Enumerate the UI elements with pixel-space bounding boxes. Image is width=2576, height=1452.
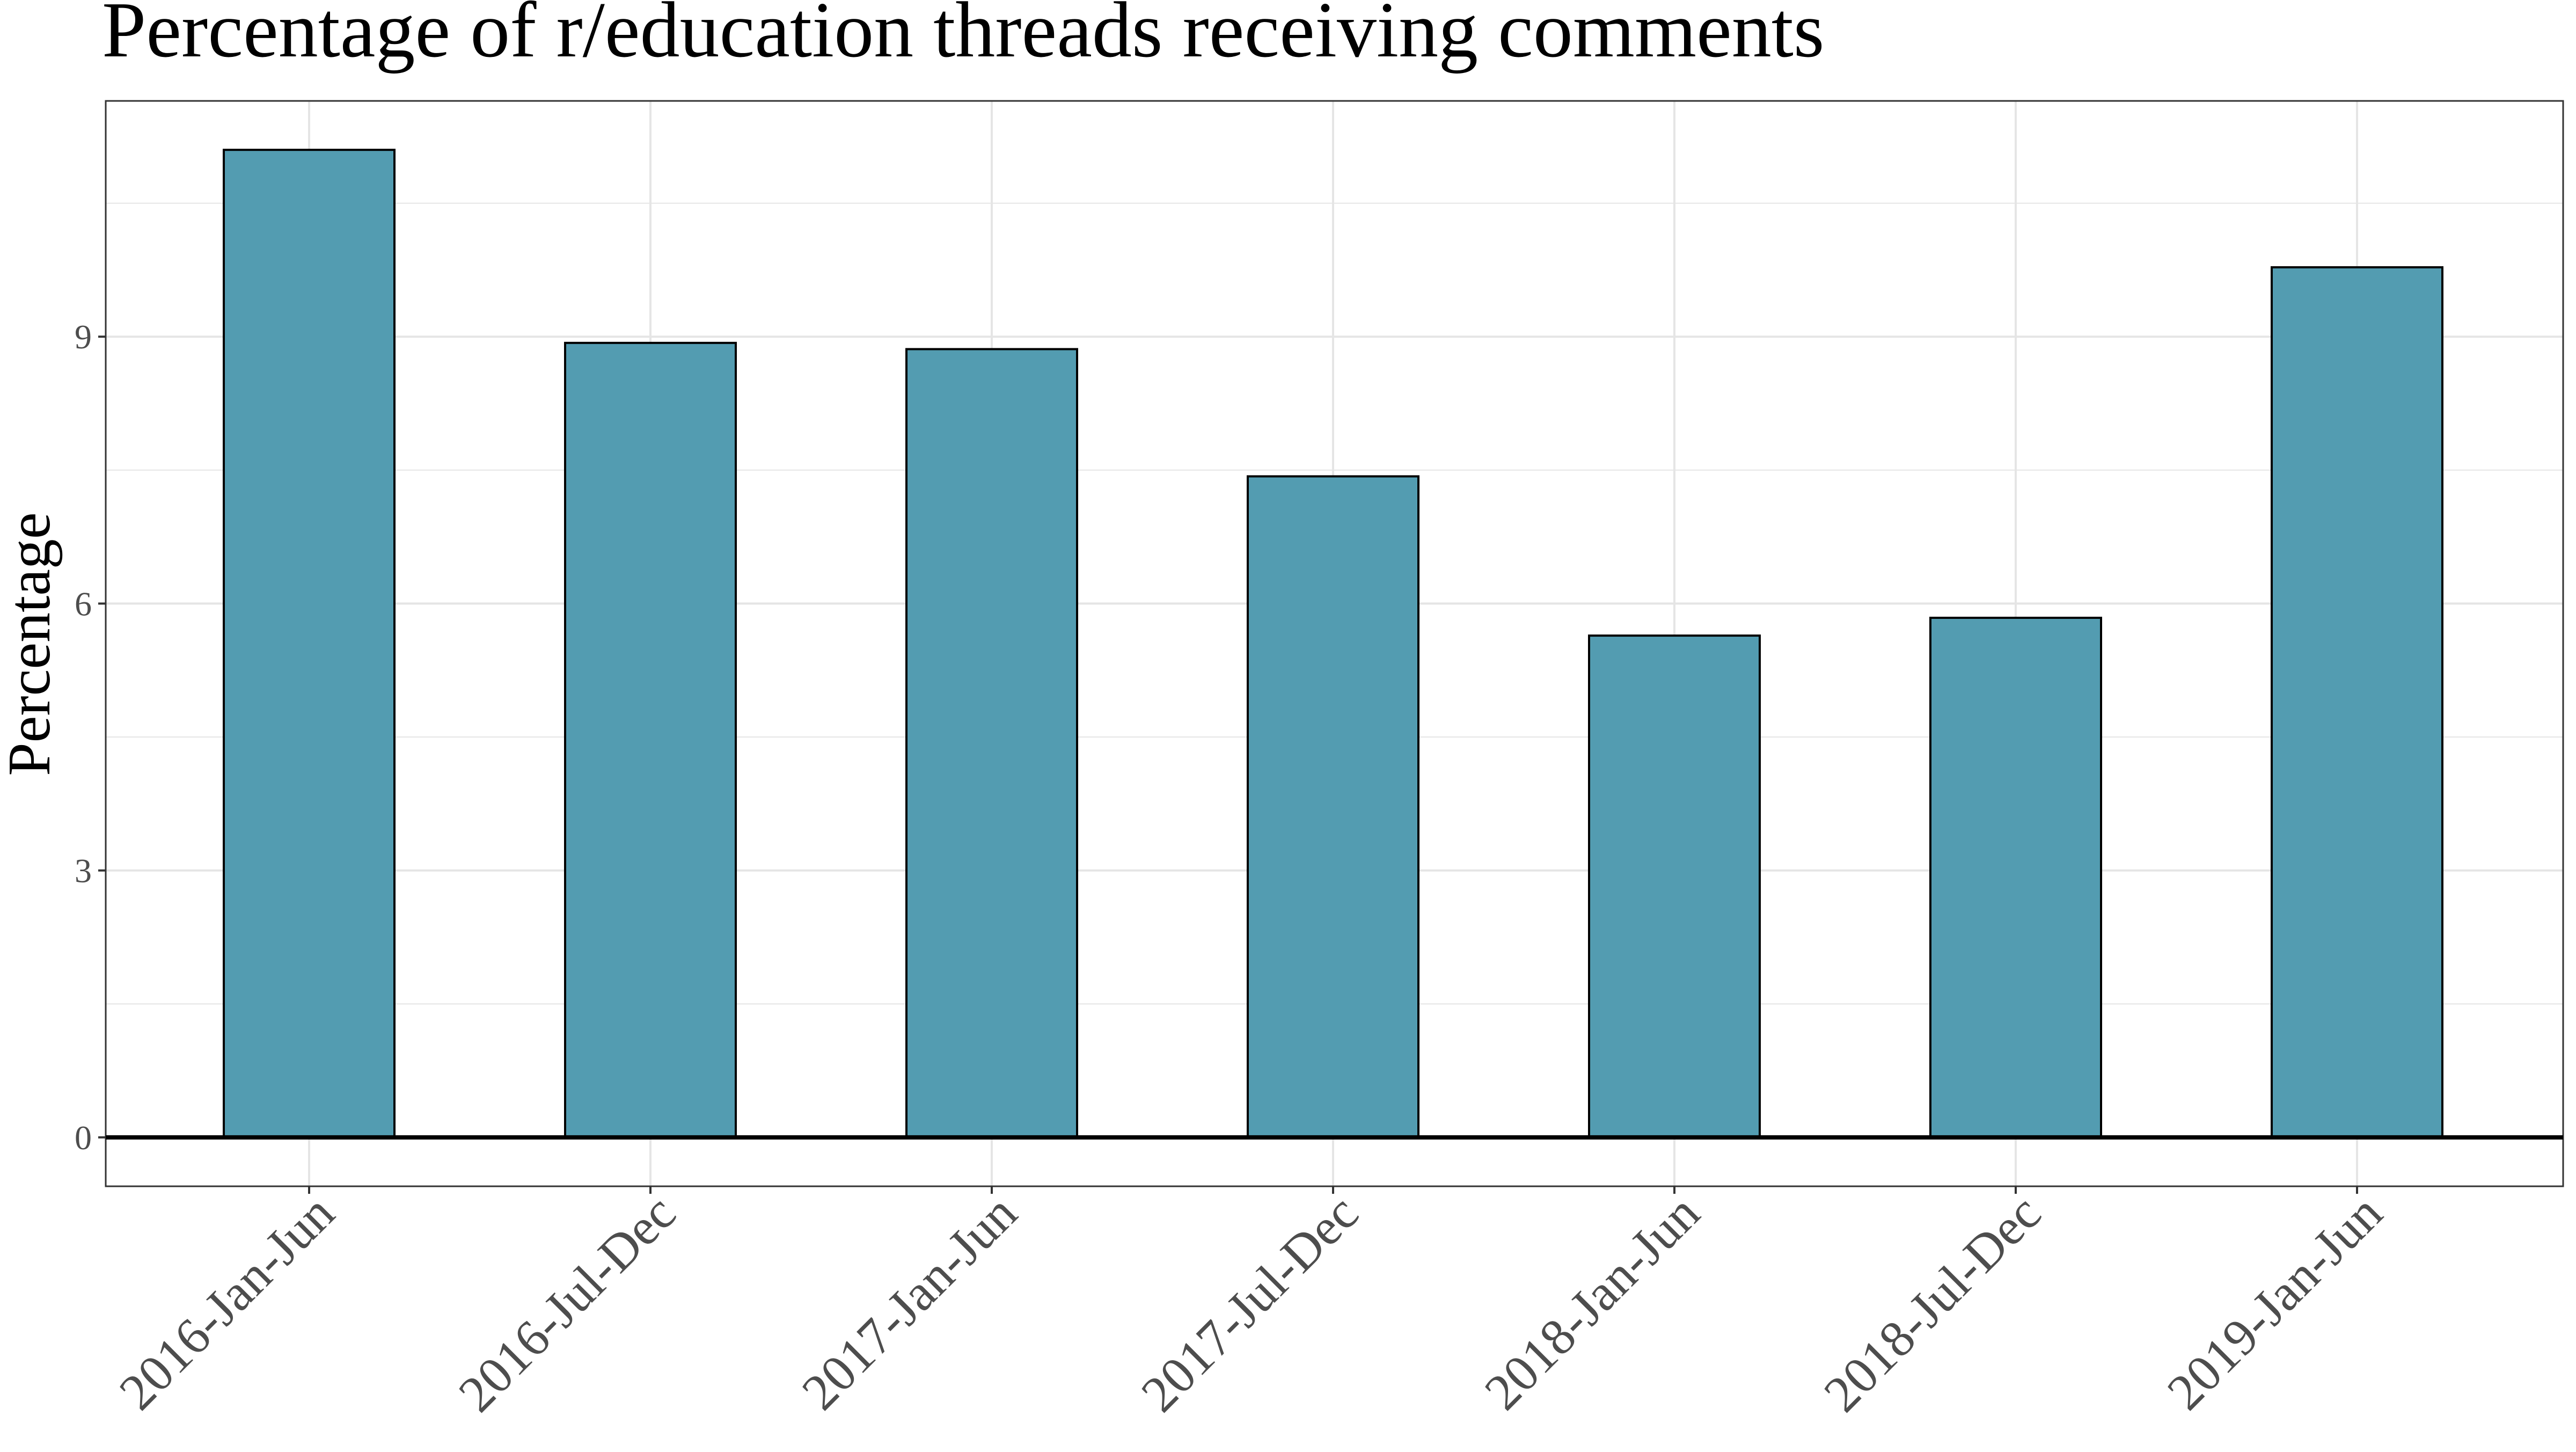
bar-2017-Jan-Jun (905, 348, 1078, 1139)
y-tick-label-0: 0 (75, 1119, 92, 1157)
chart-title: Percentage of r/education threads receiv… (102, 0, 1824, 74)
bar-2016-Jul-Dec (564, 341, 737, 1139)
bar-2019-Jan-Jun (2271, 266, 2443, 1139)
bar-2017-Jul-Dec (1247, 475, 1419, 1139)
panel-border (105, 100, 2564, 1187)
y-axis-label: Percentage (0, 512, 63, 776)
bar-2018-Jul-Dec (1929, 616, 2102, 1139)
bar-2018-Jan-Jun (1588, 634, 1761, 1139)
bars (223, 149, 2443, 1139)
y-tick-label-1: 3 (75, 852, 92, 890)
y-tick-label-3: 9 (75, 318, 92, 356)
y-tick-label-2: 6 (75, 585, 92, 623)
bar-2016-Jan-Jun (223, 149, 396, 1139)
